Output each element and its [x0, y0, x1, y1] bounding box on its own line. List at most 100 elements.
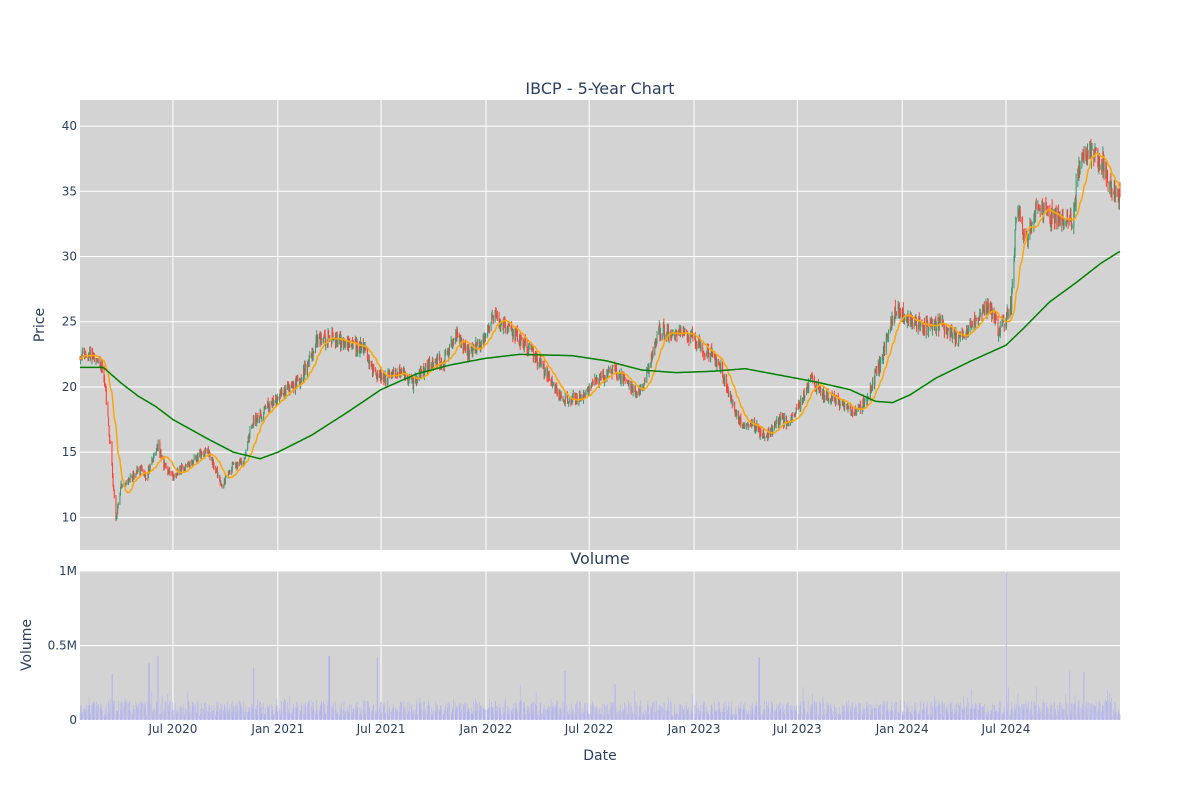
volume-bar: [384, 713, 386, 720]
volume-bar: [696, 701, 697, 720]
volume-bar: [539, 715, 540, 720]
candle-body: [413, 380, 415, 390]
volume-bar: [376, 712, 377, 720]
volume-bar: [163, 709, 165, 720]
volume-bar: [495, 701, 496, 720]
volume-bar: [632, 713, 634, 720]
volume-bar: [377, 657, 378, 720]
volume-bar: [978, 703, 980, 720]
candle-body: [912, 320, 913, 326]
candle-body: [540, 363, 542, 366]
volume-bar: [1113, 710, 1115, 720]
candle-body: [839, 403, 841, 408]
volume-bar: [295, 707, 296, 720]
volume-bar: [95, 706, 97, 720]
volume-bar: [487, 709, 488, 720]
candle-body: [820, 389, 822, 396]
volume-bar: [287, 702, 288, 720]
volume-bar: [355, 705, 356, 720]
volume-bar: [345, 711, 347, 720]
volume-bar: [667, 708, 669, 720]
volume-bar: [337, 714, 339, 720]
volume-bar: [364, 700, 365, 720]
candle-body: [105, 389, 107, 405]
volume-bar: [81, 705, 83, 720]
candle-body: [84, 350, 86, 355]
volume-bar: [299, 714, 300, 720]
volume-bar: [691, 711, 693, 720]
candle-body: [946, 326, 948, 329]
volume-bar: [1117, 715, 1119, 720]
candle-body: [343, 338, 344, 345]
volume-bar: [1030, 710, 1032, 720]
volume-bar: [962, 710, 963, 720]
volume-bar: [603, 715, 604, 720]
volume-bar: [535, 692, 537, 720]
volume-bar: [157, 655, 158, 720]
candle-body: [640, 386, 642, 388]
x-tick-label: Jan 2023: [667, 722, 721, 736]
volume-bar: [285, 712, 287, 720]
volume-bar: [674, 715, 676, 720]
volume-bar: [678, 703, 680, 720]
volume-bar: [519, 702, 520, 720]
volume-bar: [954, 712, 956, 720]
volume-bar: [1011, 708, 1013, 720]
volume-bar: [267, 706, 269, 720]
volume-bar: [654, 700, 656, 720]
candle-body: [868, 396, 870, 398]
volume-bar: [152, 713, 154, 720]
candle-body: [136, 471, 137, 475]
candle-body: [1015, 217, 1017, 221]
volume-bar: [856, 706, 857, 720]
volume-bar: [82, 712, 83, 720]
candle-body: [251, 428, 253, 429]
volume-bar: [787, 712, 789, 720]
volume-bar: [947, 704, 949, 720]
volume-bar: [731, 701, 733, 720]
volume-bar: [481, 705, 482, 720]
volume-bar: [995, 711, 997, 720]
candle-body: [921, 324, 923, 327]
volume-bar: [742, 709, 744, 720]
volume-bar: [935, 700, 937, 720]
candle-body: [908, 315, 909, 324]
candle-body: [293, 384, 295, 391]
candle-body: [1099, 156, 1100, 169]
candle-body: [643, 383, 645, 388]
candle-body: [173, 474, 175, 479]
volume-bar: [779, 701, 781, 720]
volume-bar: [129, 700, 130, 720]
volume-bar: [687, 710, 689, 720]
volume-bar: [426, 714, 428, 720]
volume-bar: [316, 700, 317, 720]
volume-bar: [708, 715, 710, 720]
volume-bar: [543, 708, 544, 720]
candle-body: [654, 342, 656, 356]
volume-bar: [767, 705, 768, 720]
volume-bar: [1045, 715, 1047, 720]
volume-bar: [149, 663, 150, 720]
volume-bar: [215, 715, 217, 720]
volume-bar: [930, 701, 932, 720]
volume-bar: [149, 702, 151, 720]
candle-body: [883, 348, 884, 360]
volume-bar: [718, 701, 719, 720]
volume-bar: [796, 705, 798, 720]
volume-bar: [694, 704, 695, 720]
volume-bar: [468, 707, 469, 720]
candle-body: [477, 342, 478, 344]
candle-body: [916, 317, 917, 331]
volume-bar: [389, 706, 390, 720]
volume-bar: [1034, 706, 1036, 720]
volume-bar: [1107, 690, 1108, 720]
volume-bar: [141, 700, 142, 720]
volume-bar: [596, 709, 598, 720]
candle-body: [620, 372, 622, 384]
volume-bar: [878, 704, 880, 720]
volume-bar: [359, 715, 360, 720]
candle-body: [448, 354, 450, 358]
volume-bar: [288, 708, 290, 720]
